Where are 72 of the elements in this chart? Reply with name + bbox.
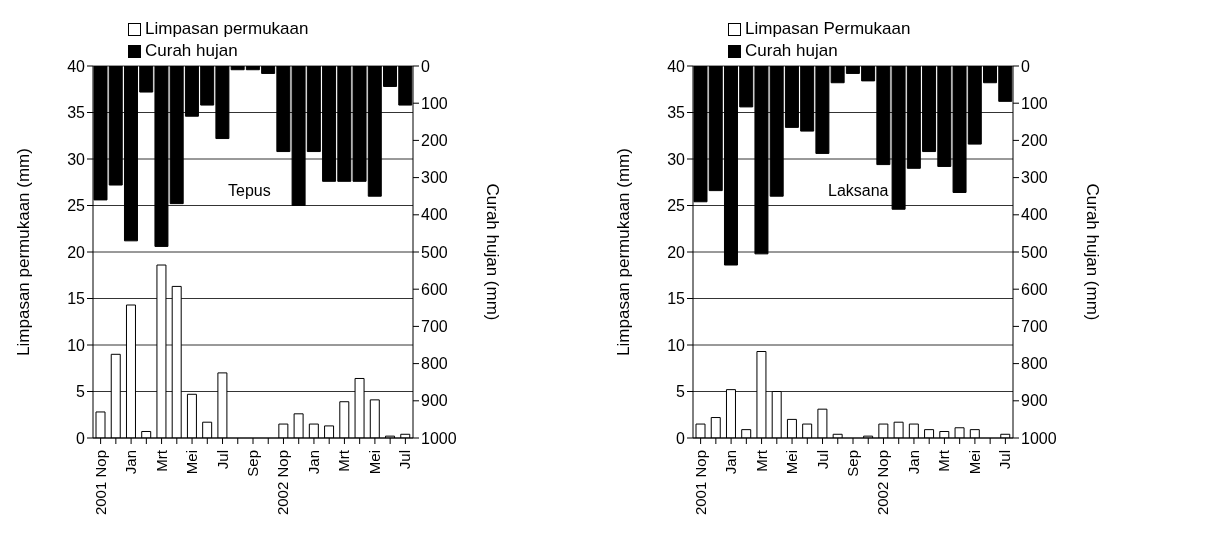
y-tick-label: 5 xyxy=(676,383,686,401)
y-tick-label: 35 xyxy=(67,104,86,122)
legend-label: Limpasan Permukaan xyxy=(745,19,911,39)
x-tick-label: 2002 Nop xyxy=(874,450,892,516)
legend-label: Curah hujan xyxy=(145,41,238,61)
y2-tick-label: 400 xyxy=(421,206,448,224)
y2-tick-label: 900 xyxy=(421,392,448,410)
y2-tick-label: 0 xyxy=(421,57,430,75)
y2-tick-label: 100 xyxy=(421,94,448,112)
x-tick-label: Mrt xyxy=(935,449,953,472)
y2-tick-label: 700 xyxy=(421,318,448,336)
x-tick-label: Mrt xyxy=(752,449,770,472)
annotation: Laksana xyxy=(828,182,889,200)
y-axis-title: Limpasan permukaan (mm) xyxy=(614,148,634,356)
y-tick-label: 30 xyxy=(667,150,686,168)
y-tick-label: 15 xyxy=(667,290,686,308)
y2-tick-label: 1000 xyxy=(1021,429,1057,447)
y-tick-label: 40 xyxy=(67,57,86,75)
x-tick-label: Jan xyxy=(122,450,140,475)
y-tick-label: 30 xyxy=(67,150,86,168)
y2-axis-title: Curah hujan (mm) xyxy=(1082,183,1102,321)
x-tick-label: Sep xyxy=(844,450,861,477)
y-tick-label: 10 xyxy=(667,336,686,354)
y-tick-label: 35 xyxy=(667,104,686,122)
x-tick-label: Jul xyxy=(213,450,231,470)
y-tick-label: 40 xyxy=(667,57,686,75)
annotation: Tepus xyxy=(228,182,271,200)
y-tick-label: 25 xyxy=(667,197,686,215)
x-tick-label: Mrt xyxy=(152,449,170,472)
x-tick-label: Jul xyxy=(396,450,414,470)
y2-tick-label: 500 xyxy=(1021,243,1048,261)
y2-tick-label: 500 xyxy=(421,243,448,261)
y-axis-title: Limpasan permukaan (mm) xyxy=(14,148,34,356)
y2-tick-label: 0 xyxy=(1021,57,1030,75)
x-tick-label: Jul xyxy=(813,450,831,470)
y2-tick-label: 300 xyxy=(421,169,448,187)
y2-tick-label: 600 xyxy=(1021,280,1048,298)
x-tick-label: Mrt xyxy=(335,449,353,472)
y2-tick-label: 1000 xyxy=(421,429,457,447)
x-tick-label: 2002 Nop xyxy=(274,450,292,516)
y2-tick-label: 800 xyxy=(1021,355,1048,373)
legend-label: Limpasan permukaan xyxy=(145,19,309,39)
y2-tick-label: 900 xyxy=(1021,392,1048,410)
y-tick-label: 25 xyxy=(67,197,86,215)
x-tick-label: Jul xyxy=(996,450,1014,470)
y2-tick-label: 400 xyxy=(1021,206,1048,224)
x-tick-label: Jan xyxy=(904,450,922,475)
y-tick-label: 10 xyxy=(67,336,86,354)
y-tick-label: 0 xyxy=(76,429,86,447)
y2-tick-label: 200 xyxy=(1021,132,1048,150)
y-tick-label: 20 xyxy=(67,243,86,261)
x-tick-label: Mei xyxy=(365,450,383,475)
y2-tick-label: 800 xyxy=(421,355,448,373)
x-tick-label: Mei xyxy=(783,450,801,475)
x-tick-label: Mei xyxy=(965,450,983,475)
y-tick-label: 15 xyxy=(67,290,86,308)
x-tick-label: Mei xyxy=(183,450,201,475)
y2-tick-label: 100 xyxy=(1021,94,1048,112)
y2-tick-label: 600 xyxy=(421,280,448,298)
x-tick-label: Sep xyxy=(244,450,261,477)
x-tick-label: Jan xyxy=(722,450,740,475)
y2-tick-label: 200 xyxy=(421,132,448,150)
y2-tick-label: 700 xyxy=(1021,318,1048,336)
legend-label: Curah hujan xyxy=(745,41,838,61)
y2-axis-title: Curah hujan (mm) xyxy=(482,183,502,321)
x-tick-label: 2001 Nop xyxy=(691,450,709,516)
y2-tick-label: 300 xyxy=(1021,169,1048,187)
y-tick-label: 20 xyxy=(667,243,686,261)
y-tick-label: 0 xyxy=(676,429,686,447)
y-tick-label: 5 xyxy=(76,383,86,401)
x-tick-label: 2001 Nop xyxy=(91,450,109,516)
x-tick-label: Jan xyxy=(304,450,322,475)
